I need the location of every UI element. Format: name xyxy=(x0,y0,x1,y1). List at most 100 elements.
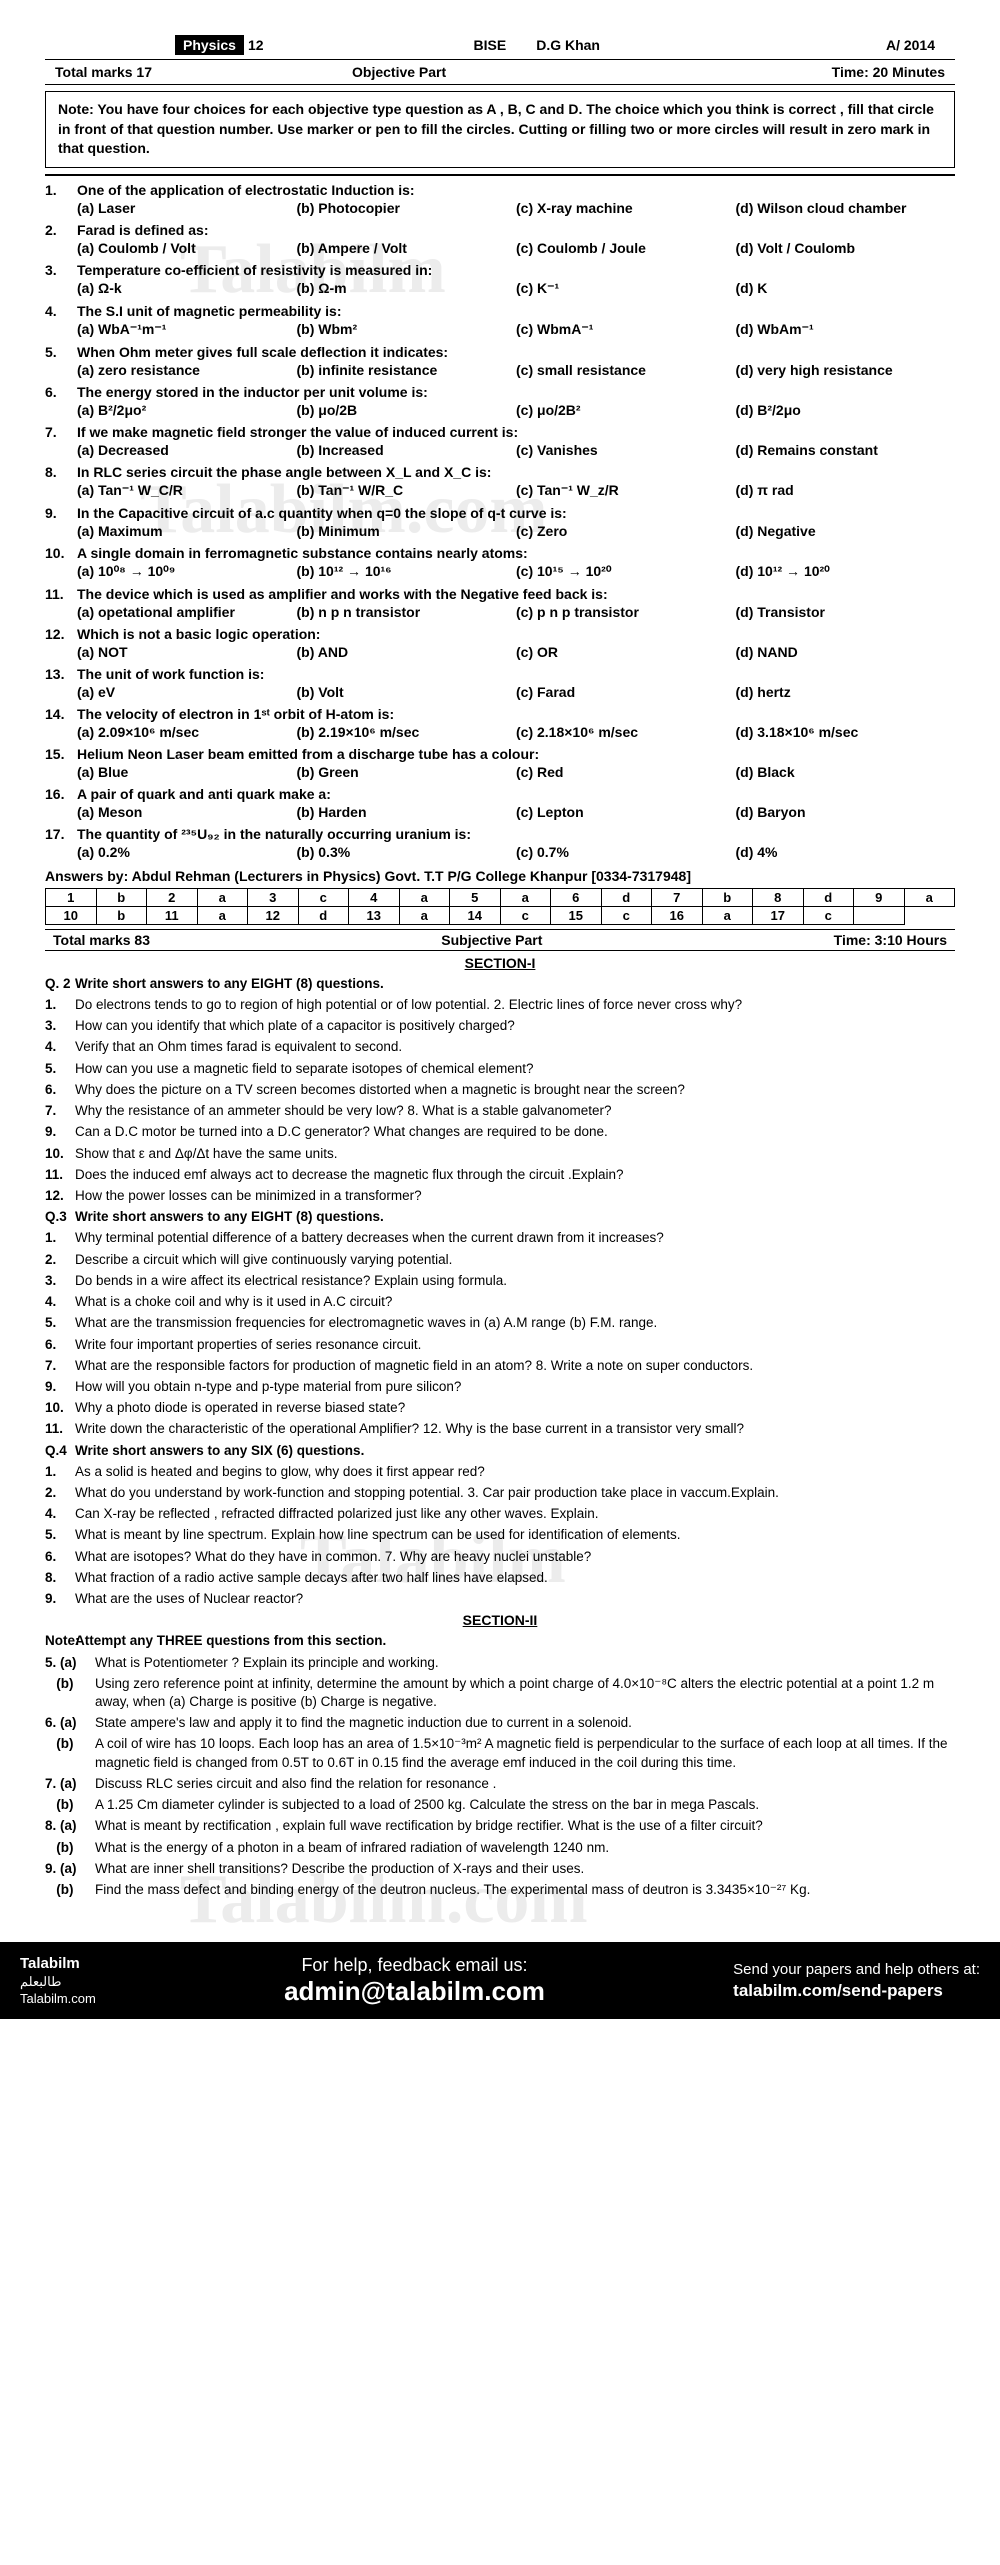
long-question: 9. (a)What are inner shell transitions? … xyxy=(45,1860,955,1878)
answer-cell: b xyxy=(702,888,753,906)
mcq-options: (a) Blue(b) Green(c) Red(d) Black xyxy=(77,764,955,780)
answer-key-table: 1b2a3c4a5a6d7b8d9a 10b11a12d13a14c15c16a… xyxy=(45,888,955,925)
mcq-question: 10.A single domain in ferromagnetic subs… xyxy=(45,545,955,561)
long-question: 6. (a)State ampere's law and apply it to… xyxy=(45,1714,955,1732)
mcq-options: (a) WbA⁻¹m⁻¹(b) Wbm²(c) WbmA⁻¹(d) WbAm⁻¹ xyxy=(77,321,955,338)
short-question: 3.Do bends in a wire affect its electric… xyxy=(45,1272,955,1290)
answer-cell: 12 xyxy=(248,906,299,924)
short-question: 9.Can a D.C motor be turned into a D.C g… xyxy=(45,1123,955,1141)
answer-cell: 17 xyxy=(753,906,804,924)
answer-cell: c xyxy=(803,906,854,924)
q3-header: Q.3Write short answers to any EIGHT (8) … xyxy=(45,1208,955,1226)
answer-cell: b xyxy=(96,888,147,906)
subj-marks: Total marks 83 xyxy=(53,932,150,948)
short-question: 5.What is meant by line spectrum. Explai… xyxy=(45,1526,955,1544)
mcq-question: 16.A pair of quark and anti quark make a… xyxy=(45,786,955,802)
mcq-options: (a) 0.2%(b) 0.3%(c) 0.7%(d) 4% xyxy=(77,844,955,860)
mcq-options: (a) opetational amplifier(b) n p n trans… xyxy=(77,604,955,620)
mcq-question: 1.One of the application of electrostati… xyxy=(45,182,955,198)
mcq-options: (a) Tan⁻¹ W_C/R(b) Tan⁻¹ W/R_C(c) Tan⁻¹ … xyxy=(77,482,955,499)
short-question: 11.Does the induced emf always act to de… xyxy=(45,1166,955,1184)
mcq-question: 6.The energy stored in the inductor per … xyxy=(45,384,955,400)
short-question: 4.Can X-ray be reflected , refracted dif… xyxy=(45,1505,955,1523)
answer-cell: 14 xyxy=(450,906,501,924)
short-question: 7.What are the responsible factors for p… xyxy=(45,1357,955,1375)
mcq-options: (a) 10⁰⁸ → 10⁰⁹(b) 10¹² → 10¹⁶(c) 10¹⁵ →… xyxy=(77,563,955,580)
mcq-question: 9.In the Capacitive circuit of a.c quant… xyxy=(45,505,955,521)
short-question: 11.Write down the characteristic of the … xyxy=(45,1420,955,1438)
answer-cell: 4 xyxy=(349,888,400,906)
long-question: 7. (a)Discuss RLC series circuit and als… xyxy=(45,1775,955,1793)
divider xyxy=(45,59,955,60)
answer-cell: b xyxy=(96,906,147,924)
short-question: 7.Why the resistance of an ammeter shoul… xyxy=(45,1102,955,1120)
answer-cell: 5 xyxy=(450,888,501,906)
answer-cell: a xyxy=(904,888,955,906)
mcq-question: 13.The unit of work function is: xyxy=(45,666,955,682)
short-question: 4.What is a choke coil and why is it use… xyxy=(45,1293,955,1311)
subject-label: Physics xyxy=(175,35,244,55)
mcq-question: 4.The S.I unit of magnetic permeability … xyxy=(45,303,955,319)
mcq-options: (a) Laser(b) Photocopier(c) X-ray machin… xyxy=(77,200,955,216)
mcq-question: 12.Which is not a basic logic operation: xyxy=(45,626,955,642)
short-question: 2.What do you understand by work-functio… xyxy=(45,1484,955,1502)
class-label: 12 xyxy=(248,37,264,53)
marks-row: Total marks 17 Objective Part Time: 20 M… xyxy=(45,62,955,82)
header-row: Physics 12 BISE D.G Khan A/ 2014 xyxy=(45,35,955,55)
q4-header: Q.4Write short answers to any SIX (6) qu… xyxy=(45,1442,955,1460)
answer-cell: 15 xyxy=(551,906,602,924)
section-2-title: SECTION-II xyxy=(45,1612,955,1628)
short-question: 6.Write four important properties of ser… xyxy=(45,1336,955,1354)
short-question: 1.As a solid is heated and begins to glo… xyxy=(45,1463,955,1481)
mcq-options: (a) B²/2μo²(b) μo/2B(c) μo/2B²(d) B²/2μo xyxy=(77,402,955,418)
long-question: (b)A 1.25 Cm diameter cylinder is subjec… xyxy=(45,1796,955,1814)
mcq-options: (a) Decreased(b) Increased(c) Vanishes(d… xyxy=(77,442,955,458)
answer-cell xyxy=(854,906,905,924)
answer-cell: 1 xyxy=(46,888,97,906)
short-question: 1.Do electrons tends to go to region of … xyxy=(45,996,955,1014)
short-question: 6.Why does the picture on a TV screen be… xyxy=(45,1081,955,1099)
mcq-question: 8.In RLC series circuit the phase angle … xyxy=(45,464,955,480)
footer-help: For help, feedback email us: admin@talab… xyxy=(96,1955,733,2007)
footer-send: Send your papers and help others at: tal… xyxy=(733,1960,980,2002)
subjective-header: Total marks 83 Subjective Part Time: 3:1… xyxy=(45,929,955,951)
short-question: 4.Verify that an Ohm times farad is equi… xyxy=(45,1038,955,1056)
answer-cell: a xyxy=(197,888,248,906)
answer-cell: d xyxy=(803,888,854,906)
mcq-options: (a) Maximum(b) Minimum(c) Zero(d) Negati… xyxy=(77,523,955,539)
session-label: A/ 2014 xyxy=(886,37,935,53)
answer-cell: 13 xyxy=(349,906,400,924)
short-question: 6.What are isotopes? What do they have i… xyxy=(45,1548,955,1566)
answer-cell: c xyxy=(298,888,349,906)
answer-cell: d xyxy=(601,888,652,906)
long-question: 8. (a)What is meant by rectification , e… xyxy=(45,1817,955,1835)
footer: Talabilm طالبعلم Talabilm.com For help, … xyxy=(0,1942,1000,2019)
answer-cell: 8 xyxy=(753,888,804,906)
mcq-options: (a) eV(b) Volt(c) Farad(d) hertz xyxy=(77,684,955,700)
answer-cell: 3 xyxy=(248,888,299,906)
short-question: 1.Why terminal potential difference of a… xyxy=(45,1229,955,1247)
mcq-question: 14.The velocity of electron in 1ˢᵗ orbit… xyxy=(45,706,955,722)
district-label: D.G Khan xyxy=(536,37,600,53)
short-question: 3.How can you identify that which plate … xyxy=(45,1017,955,1035)
subj-part: Subjective Part xyxy=(441,932,542,948)
short-question: 9.What are the uses of Nuclear reactor? xyxy=(45,1590,955,1608)
mcq-question: 7.If we make magnetic field stronger the… xyxy=(45,424,955,440)
short-question: 2.Describe a circuit which will give con… xyxy=(45,1251,955,1269)
short-question: 5.How can you use a magnetic field to se… xyxy=(45,1060,955,1078)
mcq-options: (a) zero resistance(b) infinite resistan… xyxy=(77,362,955,378)
long-question: (b)Using zero reference point at infinit… xyxy=(45,1675,955,1711)
mcq-question: 3.Temperature co-efficient of resistivit… xyxy=(45,262,955,278)
answer-cell: c xyxy=(601,906,652,924)
mcq-question: 5.When Ohm meter gives full scale deflec… xyxy=(45,344,955,360)
answer-cell: d xyxy=(298,906,349,924)
part-label: Objective Part xyxy=(352,64,446,80)
mcq-question: 11.The device which is used as amplifier… xyxy=(45,586,955,602)
mcq-options: (a) 2.09×10⁶ m/sec(b) 2.19×10⁶ m/sec(c) … xyxy=(77,724,955,740)
short-question: 12.How the power losses can be minimized… xyxy=(45,1187,955,1205)
answer-cell: c xyxy=(500,906,551,924)
answer-cell: 11 xyxy=(147,906,198,924)
section-1-title: SECTION-I xyxy=(45,955,955,971)
answer-cell: a xyxy=(399,888,450,906)
answer-cell: 2 xyxy=(147,888,198,906)
